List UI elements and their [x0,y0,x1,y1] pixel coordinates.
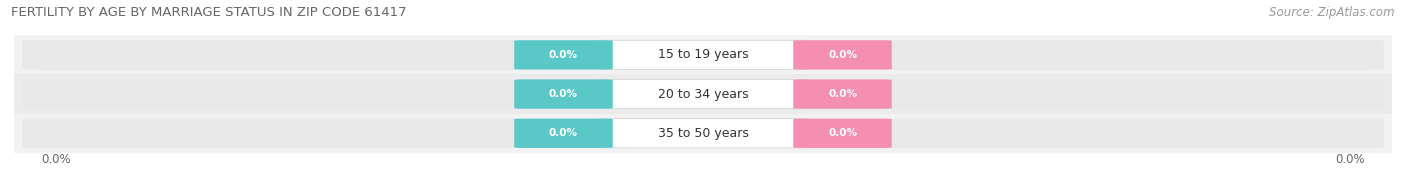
FancyBboxPatch shape [599,80,807,109]
Text: 0.0%: 0.0% [42,153,72,166]
Text: 20 to 34 years: 20 to 34 years [658,88,748,101]
Text: 0.0%: 0.0% [828,89,858,99]
Text: Source: ZipAtlas.com: Source: ZipAtlas.com [1270,6,1395,19]
FancyBboxPatch shape [599,119,807,148]
Text: 15 to 19 years: 15 to 19 years [658,48,748,61]
FancyBboxPatch shape [515,119,613,148]
FancyBboxPatch shape [793,40,891,70]
Bar [14,35,1392,74]
FancyBboxPatch shape [599,40,807,69]
Text: 35 to 50 years: 35 to 50 years [658,127,748,140]
FancyBboxPatch shape [793,79,891,109]
Text: 0.0%: 0.0% [548,89,578,99]
Text: 0.0%: 0.0% [828,50,858,60]
Text: 0.0%: 0.0% [828,128,858,138]
FancyBboxPatch shape [22,40,1384,70]
FancyBboxPatch shape [515,79,613,109]
FancyBboxPatch shape [515,40,613,70]
FancyBboxPatch shape [22,79,1384,109]
Text: 0.0%: 0.0% [548,128,578,138]
Text: 0.0%: 0.0% [548,50,578,60]
Text: 0.0%: 0.0% [1334,153,1364,166]
FancyBboxPatch shape [793,119,891,148]
Bar [14,114,1392,153]
FancyBboxPatch shape [22,118,1384,148]
Bar [14,74,1392,114]
Text: FERTILITY BY AGE BY MARRIAGE STATUS IN ZIP CODE 61417: FERTILITY BY AGE BY MARRIAGE STATUS IN Z… [11,6,406,19]
